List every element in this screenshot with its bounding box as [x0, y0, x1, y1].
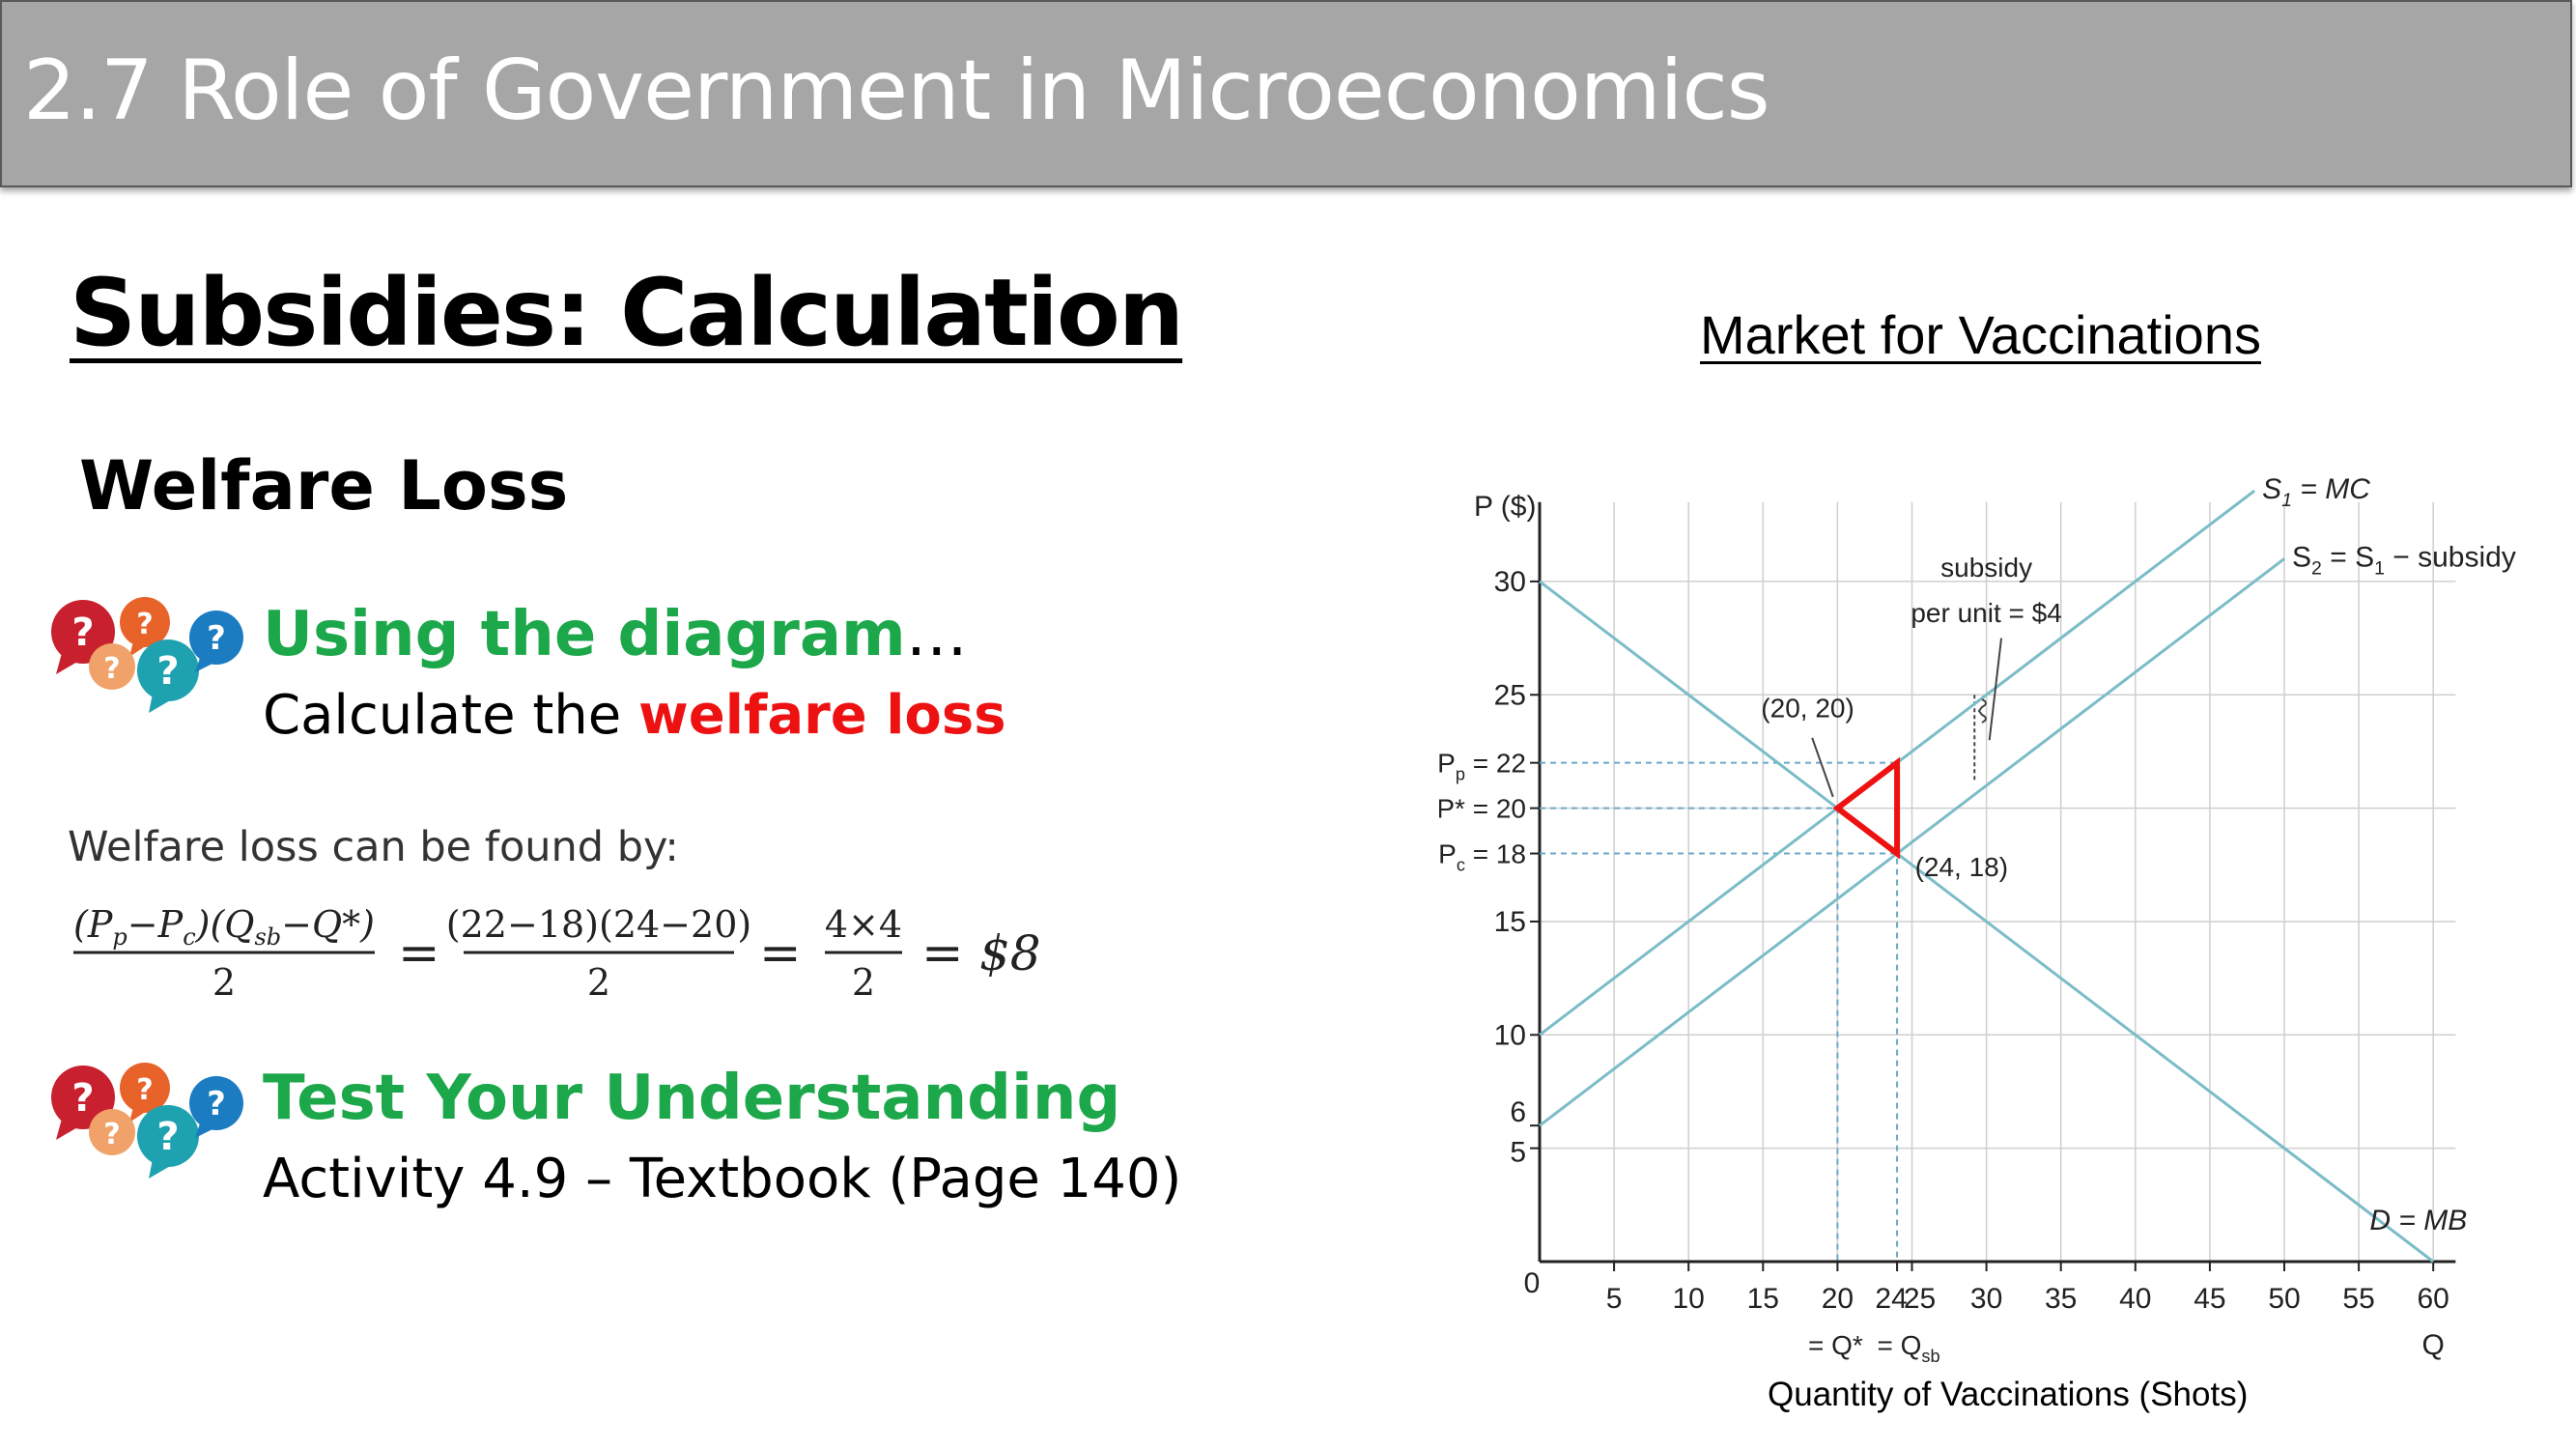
x-sublabel-qsb: = Qsb [1878, 1330, 1940, 1366]
price-label: Pc = 18 [1439, 839, 1526, 875]
svg-text:(22−18)(24−20): (22−18)(24−20) [446, 903, 751, 946]
prompt-title-using-diagram: Using the diagram… [263, 599, 968, 670]
question-bubbles-icon-2: ? ? ? ? ? [51, 1063, 243, 1179]
demand-mb-curve [1539, 580, 2435, 1264]
chart-dashed-guides [1540, 695, 1976, 1262]
x-tick-label: 24 [1875, 1283, 1907, 1315]
origin-label: 0 [1524, 1267, 1541, 1299]
price-label: P* = 20 [1439, 794, 1526, 824]
y-tick-label: 30 [1494, 566, 1526, 598]
chart-curves [1539, 489, 2435, 1264]
x-tick-label: 20 [1822, 1283, 1854, 1315]
svg-text:(Pp−Pc)(Qsb−Q*): (Pp−Pc)(Qsb−Q*) [73, 903, 375, 951]
x-tick-label: 60 [2418, 1283, 2449, 1315]
chart-title: Market for Vaccinations [1700, 304, 2261, 365]
x-tick-label: 15 [1747, 1283, 1779, 1315]
svg-text:2: 2 [212, 961, 236, 1004]
prompt-title-test: Test Your Understanding [263, 1063, 1121, 1134]
svg-text:=: = [398, 924, 440, 982]
price-label: Pp = 22 [1439, 749, 1526, 784]
svg-text:?: ? [156, 1115, 179, 1159]
x-tick-label: 45 [2194, 1283, 2225, 1315]
s2-curve [1539, 557, 2285, 1127]
x-axis-label: Q [2422, 1329, 2445, 1361]
welfare-loss-formula: (Pp−Pc)(Qsb−Q*) 2 = (22−18)(24−20) 2 = 4… [73, 903, 1041, 1004]
svg-text:2: 2 [587, 961, 610, 1004]
s1-label: S1 = MC [2262, 473, 2370, 511]
svg-text:2: 2 [852, 961, 875, 1004]
x-tick-label: 40 [2119, 1283, 2151, 1315]
x-tick-label: 50 [2268, 1283, 2300, 1315]
subsidy-label-line2: per unit = $4 [1911, 598, 2061, 628]
svg-text:?: ? [71, 1076, 94, 1121]
slide-heading: Subsidies: Calculation [70, 259, 1184, 367]
svg-text:4×4: 4×4 [825, 903, 902, 946]
point-label-24-18: (24, 18) [1915, 852, 2009, 882]
formula-label: Welfare loss can be found by: [68, 823, 679, 871]
x-sublabel-qstar: = Q* [1808, 1330, 1863, 1360]
slide-title: 2.7 Role of Government in Microeconomics [23, 43, 1770, 139]
svg-text:?: ? [136, 1073, 153, 1107]
x-tick-label: 5 [1606, 1283, 1623, 1315]
subsidy-label-line1: subsidy [1940, 553, 2032, 582]
x-tick-label: 35 [2045, 1283, 2077, 1315]
x-tick-label: 55 [2342, 1283, 2374, 1315]
point-label-20-20: (20, 20) [1761, 694, 1854, 724]
chart-grid [1540, 501, 2456, 1262]
x-tick-label: 30 [1970, 1283, 2002, 1315]
svg-text:?: ? [207, 1085, 226, 1123]
title-bar: 2.7 Role of Government in Microeconomics [0, 0, 2572, 187]
y-axis-label: P ($) [1474, 491, 1536, 523]
svg-text:$8: $8 [979, 925, 1041, 981]
svg-text:=: = [759, 924, 802, 982]
x-axis-caption: Quantity of Vaccinations (Shots) [1768, 1376, 2249, 1413]
welfare-loss-highlight: welfare loss [638, 684, 1006, 747]
svg-text:?: ? [156, 649, 179, 694]
y-tick-label: 25 [1494, 679, 1526, 711]
y-tick-label: 5 [1510, 1137, 1526, 1169]
demand-label: D = MB [2369, 1205, 2467, 1236]
prompt-line-activity: Activity 4.9 – Textbook (Page 140) [263, 1148, 1182, 1210]
slide-subheading: Welfare Loss [79, 446, 569, 526]
svg-text:=: = [921, 924, 964, 982]
chart-axes [1530, 501, 2456, 1271]
s2-label: S2 = S1 − subsidy [2292, 541, 2516, 579]
svg-text:?: ? [207, 619, 226, 658]
svg-text:?: ? [103, 1118, 120, 1151]
question-bubbles-icon: ? ? ? ? ? [51, 597, 243, 713]
subsidy-pointer [1988, 638, 2003, 741]
welfare-loss-triangle [1832, 756, 1901, 860]
y-tick-label: 15 [1494, 906, 1526, 938]
x-tick-label: 10 [1673, 1283, 1705, 1315]
x-tick-label: 25 [1904, 1283, 1936, 1315]
y-tick-label: 10 [1494, 1019, 1526, 1051]
prompt-line-calculate: Calculate the welfare loss [263, 684, 1006, 747]
svg-text:?: ? [136, 608, 153, 641]
point-pointer [1811, 737, 1834, 798]
y-tick-label: 6 [1510, 1096, 1526, 1128]
svg-text:?: ? [103, 652, 120, 686]
svg-text:?: ? [71, 611, 94, 655]
subsidy-brace [1977, 698, 1987, 724]
